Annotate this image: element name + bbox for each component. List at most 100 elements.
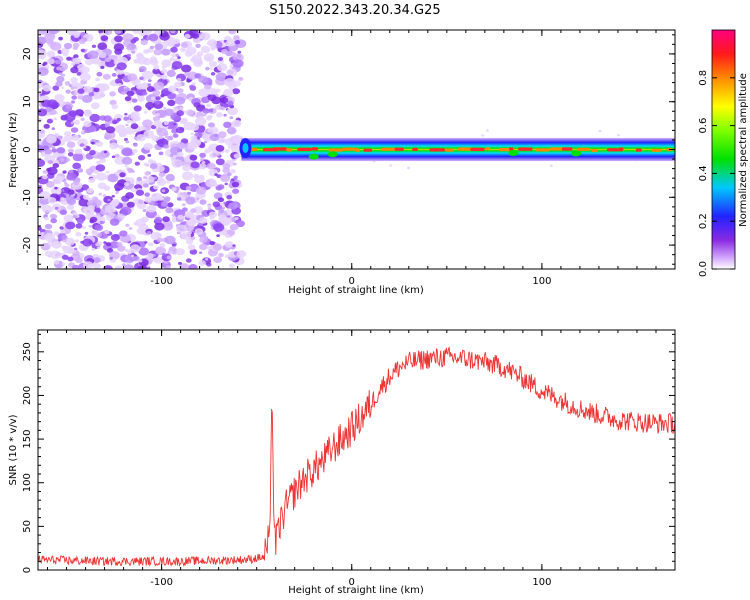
heatmap-speckle (47, 197, 57, 204)
heatmap-speckle (130, 187, 137, 192)
heatmap-speckle (143, 142, 153, 151)
heatmap-speckle (231, 181, 240, 188)
heatmap-speckle (179, 263, 189, 269)
heatmap-speckle (107, 198, 111, 202)
heatmap-speckle (73, 180, 80, 186)
heatmap-speckle (46, 167, 52, 172)
heatmap-speckle (114, 35, 123, 43)
heatmap-speckle (151, 195, 160, 202)
heatmap-speckle (187, 191, 191, 195)
heatmap-speckle (168, 250, 174, 255)
heatmap-speckle (41, 99, 51, 108)
heatmap-speckle (112, 120, 118, 125)
heatmap-speckle (64, 42, 73, 50)
heatmap-speckle (205, 66, 210, 71)
heatmap-speckle (39, 191, 51, 200)
heatmap-speckle (93, 87, 100, 93)
heatmap-speckle (59, 209, 67, 216)
heatmap-speckle (205, 108, 209, 112)
heatmap-speckle (95, 164, 106, 172)
heatmap-speckle (198, 75, 208, 84)
heatmap-speckle (110, 234, 120, 241)
heatmap-speckle (224, 78, 236, 87)
heatmap-speckle (161, 74, 168, 80)
heatmap-speckle (216, 234, 220, 238)
heatmap-speckle (208, 211, 217, 218)
heatmap-speckle (98, 192, 102, 196)
heatmap-speckle (163, 107, 167, 110)
heatmap-speckle (169, 57, 175, 62)
heatmap-speckle (46, 181, 55, 188)
heatmap-speckle (138, 259, 143, 263)
heatmap-speckle (160, 68, 168, 74)
heatmap-speckle (114, 48, 123, 55)
heatmap-speckle (212, 201, 221, 208)
heatmap-y-tick-label: 20 (22, 48, 33, 61)
heatmap-speckle (181, 64, 192, 73)
heatmap-speckle (206, 162, 216, 170)
heatmap-speckle (124, 165, 128, 168)
heatmap-speckle (115, 78, 123, 85)
heatmap-speckle (73, 120, 80, 125)
heatmap-speckle (144, 241, 148, 244)
heatmap-speckle (89, 113, 101, 123)
heatmap-speckle (114, 182, 124, 191)
heatmap-speckle (44, 32, 56, 41)
heatmap-speckle (52, 163, 60, 169)
heatmap-speckle (44, 232, 55, 242)
heatmap-speckle (233, 35, 240, 41)
heatmap-speckle (165, 173, 175, 182)
heatmap-speckle (61, 254, 69, 260)
heatmap-speckle (237, 50, 242, 54)
heatmap-speckle (77, 94, 84, 100)
heatmap-speckle (88, 224, 93, 228)
heatmap-speckle (125, 140, 130, 144)
heatmap-speckle (70, 77, 78, 83)
heatmap-speckle (79, 113, 84, 117)
heatmap-band-peak (363, 148, 373, 152)
heatmap-speckle (216, 112, 223, 118)
heatmap-speckle (84, 231, 89, 235)
heatmap-speckle (210, 245, 214, 248)
heatmap-speckle (150, 59, 159, 66)
heatmap-speckle (82, 226, 86, 230)
heatmap-band-peak (380, 147, 397, 151)
heatmap-speckle (225, 234, 231, 238)
heatmap-speckle (38, 108, 48, 117)
heatmap-speckle (95, 141, 104, 147)
heatmap-speckle (119, 230, 128, 237)
colorbar-gradient (712, 30, 735, 269)
heatmap-speckle (131, 98, 138, 103)
heatmap-speckle (46, 135, 57, 144)
colorbar: 0.0 0.2 0.4 0.6 0.8 Normalized spectral ampl… (698, 29, 749, 277)
colorbar-tick-label: 0.8 (698, 70, 709, 86)
heatmap-speckle (204, 148, 212, 154)
heatmap-speckle (165, 207, 174, 214)
heatmap-speckle (60, 197, 65, 201)
heatmap-speckle (89, 216, 98, 223)
heatmap-speckle (598, 129, 602, 133)
heatmap-speckle (97, 182, 107, 190)
heatmap-speckle (167, 85, 177, 93)
heatmap-speckle (50, 218, 57, 224)
heatmap-speckle (88, 240, 93, 245)
heatmap-speckle (45, 106, 53, 112)
snr-axis-ticks: -100 0 100 0 50 100 150 200 250 (22, 330, 676, 588)
heatmap-speckle (70, 86, 75, 90)
heatmap-speckle (51, 148, 58, 153)
heatmap-speckle (221, 48, 228, 55)
heatmap-speckle (180, 47, 187, 53)
heatmap-speckle (212, 243, 222, 251)
heatmap-speckle (228, 202, 238, 210)
heatmap-speckle (233, 175, 238, 180)
heatmap-speckle (137, 199, 144, 205)
heatmap-speckle (105, 170, 110, 174)
heatmap-speckle (46, 58, 55, 65)
heatmap-speckle (91, 44, 97, 48)
heatmap-speckle (63, 188, 68, 192)
snr-y-tick-label: 250 (22, 342, 33, 361)
heatmap-speckle (174, 81, 182, 88)
heatmap-speckle (131, 50, 136, 54)
heatmap-speckle (208, 60, 217, 68)
